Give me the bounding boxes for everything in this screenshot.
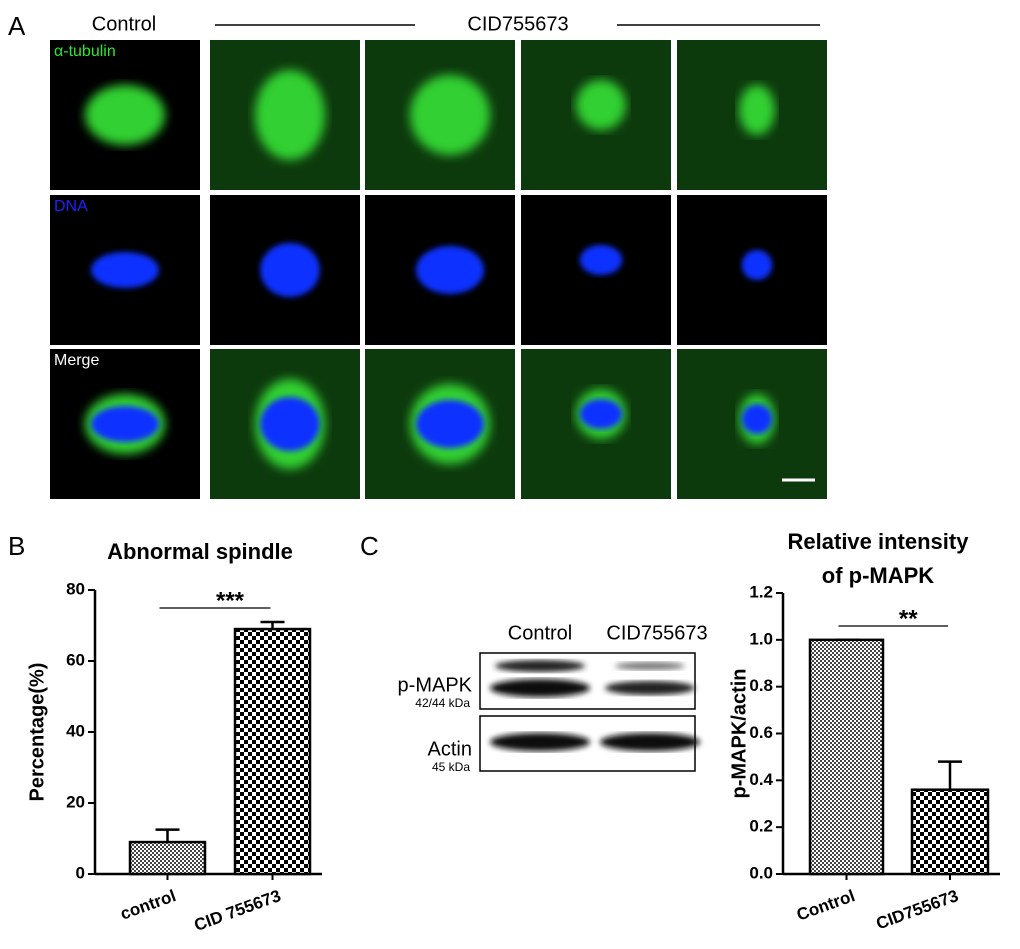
chromosomes: [91, 406, 159, 442]
band: [600, 733, 700, 751]
band: [605, 681, 695, 695]
chromosomes: [579, 399, 623, 429]
panel-label: B: [8, 531, 25, 561]
bar: [808, 638, 885, 876]
significance: **: [899, 605, 918, 632]
significance: ***: [216, 587, 245, 614]
channel-label: DNA: [54, 198, 88, 215]
band: [495, 660, 585, 672]
spindle: [410, 75, 490, 155]
bar: [910, 788, 990, 876]
chromosomes: [416, 246, 484, 294]
band-size: 45 kDa: [432, 760, 470, 774]
group-label: Control: [92, 13, 156, 35]
channel-label: Merge: [54, 352, 99, 369]
spindle: [739, 85, 775, 135]
y-tick-label: 80: [66, 579, 85, 598]
chart-title: Abnormal spindle: [107, 539, 293, 564]
panel-label: A: [8, 11, 26, 41]
band: [490, 733, 590, 751]
chromosomes: [260, 243, 320, 297]
y-tick-label: 1.2: [749, 582, 773, 601]
chromosomes: [416, 400, 484, 448]
spindle: [576, 80, 626, 130]
y-tick-label: 0.6: [749, 723, 773, 742]
y-tick-label: 20: [66, 792, 85, 811]
y-tick-label: 0: [76, 863, 85, 882]
y-axis-label: p-MAPK/actin: [728, 669, 750, 799]
group-label: CID755673: [467, 13, 568, 35]
band-label: Actin: [428, 738, 472, 760]
band: [615, 662, 685, 670]
y-axis-label: Percentage(%): [26, 663, 48, 802]
chromosomes: [741, 250, 773, 280]
band: [490, 679, 590, 697]
y-tick-label: 0.2: [749, 817, 773, 836]
spindle: [85, 85, 165, 145]
y-tick-label: 1.0: [749, 629, 773, 648]
x-tick-label: CID755673: [874, 886, 961, 933]
x-tick-label: Control: [794, 886, 857, 925]
y-tick-label: 60: [66, 650, 85, 669]
chromosomes: [91, 252, 159, 288]
chart-title: Relative intensity: [788, 529, 970, 554]
band-size: 42/44 kDa: [415, 696, 470, 710]
channel-label: α-tubulin: [54, 43, 116, 60]
chromosomes: [741, 404, 773, 434]
x-tick-label: CID 755673: [192, 886, 284, 935]
y-tick-label: 0.8: [749, 676, 773, 695]
lane-label: Control: [508, 622, 572, 644]
chart-title: of p-MAPK: [822, 563, 935, 588]
chromosomes: [579, 245, 623, 275]
bar: [128, 840, 207, 876]
spindle: [255, 70, 325, 160]
bar: [233, 627, 312, 876]
lane-label: CID755673: [606, 622, 707, 644]
chromosomes: [260, 397, 320, 451]
y-tick-label: 0.0: [749, 863, 773, 882]
x-tick-label: control: [118, 886, 179, 924]
micrographs: α-tubulin DNA Merge: [50, 40, 827, 499]
panel-label: C: [360, 531, 379, 561]
band-label: p-MAPK: [398, 674, 473, 696]
y-tick-label: 40: [66, 721, 85, 740]
y-tick-label: 0.4: [749, 770, 773, 789]
